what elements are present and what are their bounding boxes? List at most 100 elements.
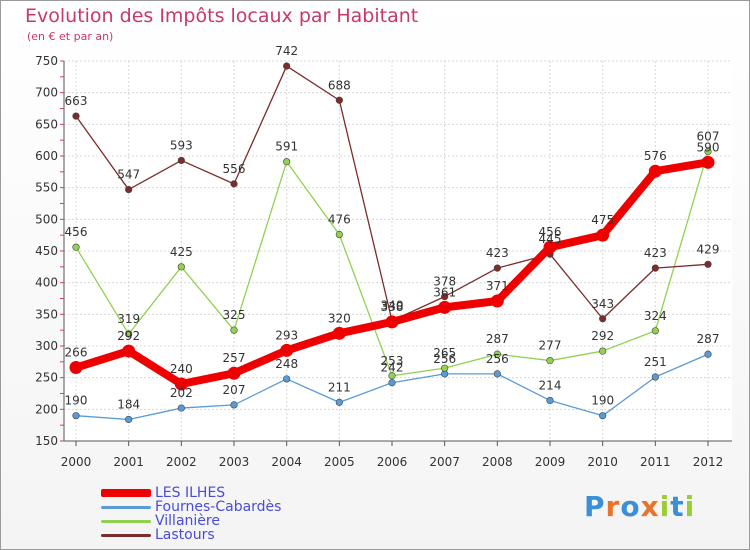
data-label: 207 [223,383,246,397]
data-point [599,315,607,323]
data-point [596,228,610,242]
data-point [599,412,607,420]
data-point [438,300,452,314]
chart-legend: LES ILHES Fournes-Cabardès Villanière Lasto… [101,486,281,542]
x-tick-label: 2003 [219,455,250,469]
y-tick-label: 200 [35,402,58,416]
data-point [546,396,554,405]
x-tick-label: 2002 [166,455,197,469]
data-point [388,379,396,387]
logo-letter: i [684,490,696,523]
x-tick-label: 2010 [587,455,618,469]
data-point [490,294,504,308]
data-label: 378 [433,275,456,289]
logo-letter: i [659,490,671,523]
chart-subtitle: (en € et par an) [27,30,114,43]
data-label: 445 [539,232,562,246]
data-label: 423 [486,246,509,260]
data-point [283,375,291,383]
data-label: 287 [486,332,509,346]
data-label: 429 [697,242,720,256]
y-tick-label: 500 [35,212,58,226]
data-point [493,264,501,272]
data-label: 591 [275,140,298,154]
x-tick-label: 2008 [482,455,513,469]
data-label: 456 [65,225,88,239]
y-tick-label: 450 [35,244,58,258]
data-label: 590 [697,140,720,154]
data-label: 324 [644,309,667,323]
data-label: 202 [170,386,193,400]
data-label: 576 [644,149,667,163]
data-label: 556 [223,162,246,176]
data-point [493,350,501,358]
x-tick-label: 2007 [429,455,460,469]
data-point [335,398,343,406]
data-label: 663 [65,94,88,108]
data-point [177,263,185,271]
data-label: 266 [65,346,88,360]
x-tick-label: 2001 [113,455,144,469]
data-point [648,164,662,178]
data-point [125,330,133,338]
legend-swatch [101,533,151,537]
data-label: 190 [65,394,88,408]
y-tick-label: 600 [35,149,58,163]
x-tick-label: 2000 [61,455,92,469]
data-point [72,243,80,251]
legend-swatch [101,489,151,497]
data-point [543,240,557,254]
data-label: 265 [433,346,456,360]
data-point [546,356,554,365]
legend-label: Villanière [155,513,220,529]
data-point [651,264,659,272]
data-point [174,377,188,391]
legend-item: Villanière [101,514,281,528]
data-point [72,412,80,420]
legend-item: Lastours [101,528,281,542]
y-tick-label: 700 [35,86,58,100]
data-point [332,326,346,340]
data-point [230,326,238,334]
data-label: 607 [697,130,720,144]
data-label: 476 [328,213,351,227]
data-point [704,260,712,268]
legend-item: Fournes-Cabardès [101,500,281,514]
y-tick-label: 750 [35,54,58,68]
data-label: 547 [117,168,140,182]
data-point [283,158,291,166]
data-point [441,364,449,372]
data-label: 425 [170,245,193,259]
legend-label: Fournes-Cabardès [155,499,282,515]
data-label: 211 [328,380,351,394]
data-label: 475 [591,213,614,227]
data-point [227,366,241,380]
data-label: 248 [275,357,298,371]
data-point [335,96,343,104]
data-point [177,404,185,412]
data-point [280,343,294,357]
data-label: 251 [644,355,667,369]
y-tick-label: 350 [35,307,58,321]
y-tick-label: 300 [35,339,58,353]
data-point [651,373,659,381]
data-point [283,62,291,70]
data-label: 292 [117,329,140,343]
logo-letter: t [670,490,685,523]
data-label: 593 [170,138,193,152]
data-label: 190 [591,394,614,408]
data-label: 256 [433,352,456,366]
data-point [125,185,133,194]
proxiti-logo: Proxiti [584,490,695,523]
data-label: 184 [117,397,140,411]
logo-letter: o [620,490,641,523]
data-point [388,372,396,380]
data-label: 423 [644,246,667,260]
data-label: 293 [275,328,298,342]
logo-letter: r [605,490,621,523]
legend-swatch [101,505,151,509]
data-label: 257 [223,351,246,365]
data-label: 256 [486,352,509,366]
